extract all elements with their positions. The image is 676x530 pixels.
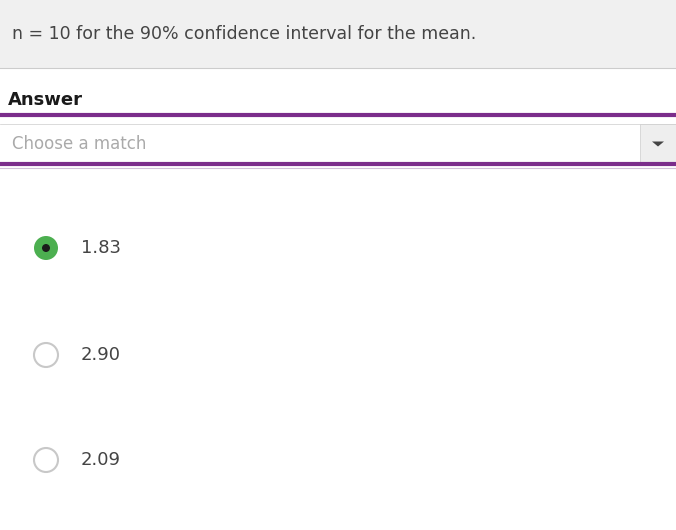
FancyBboxPatch shape [0,124,676,164]
Text: n = 10 for the 90% confidence interval for the mean.: n = 10 for the 90% confidence interval f… [12,25,477,43]
Text: Answer: Answer [8,91,83,109]
FancyBboxPatch shape [0,0,676,68]
Circle shape [42,244,50,252]
Text: 1.83: 1.83 [81,239,121,257]
Circle shape [34,343,58,367]
Polygon shape [652,142,664,146]
Text: 2.90: 2.90 [81,346,121,364]
FancyBboxPatch shape [640,124,676,164]
Text: Choose a match: Choose a match [12,135,147,153]
Circle shape [34,236,58,260]
Text: 2.09: 2.09 [81,451,121,469]
Circle shape [34,448,58,472]
